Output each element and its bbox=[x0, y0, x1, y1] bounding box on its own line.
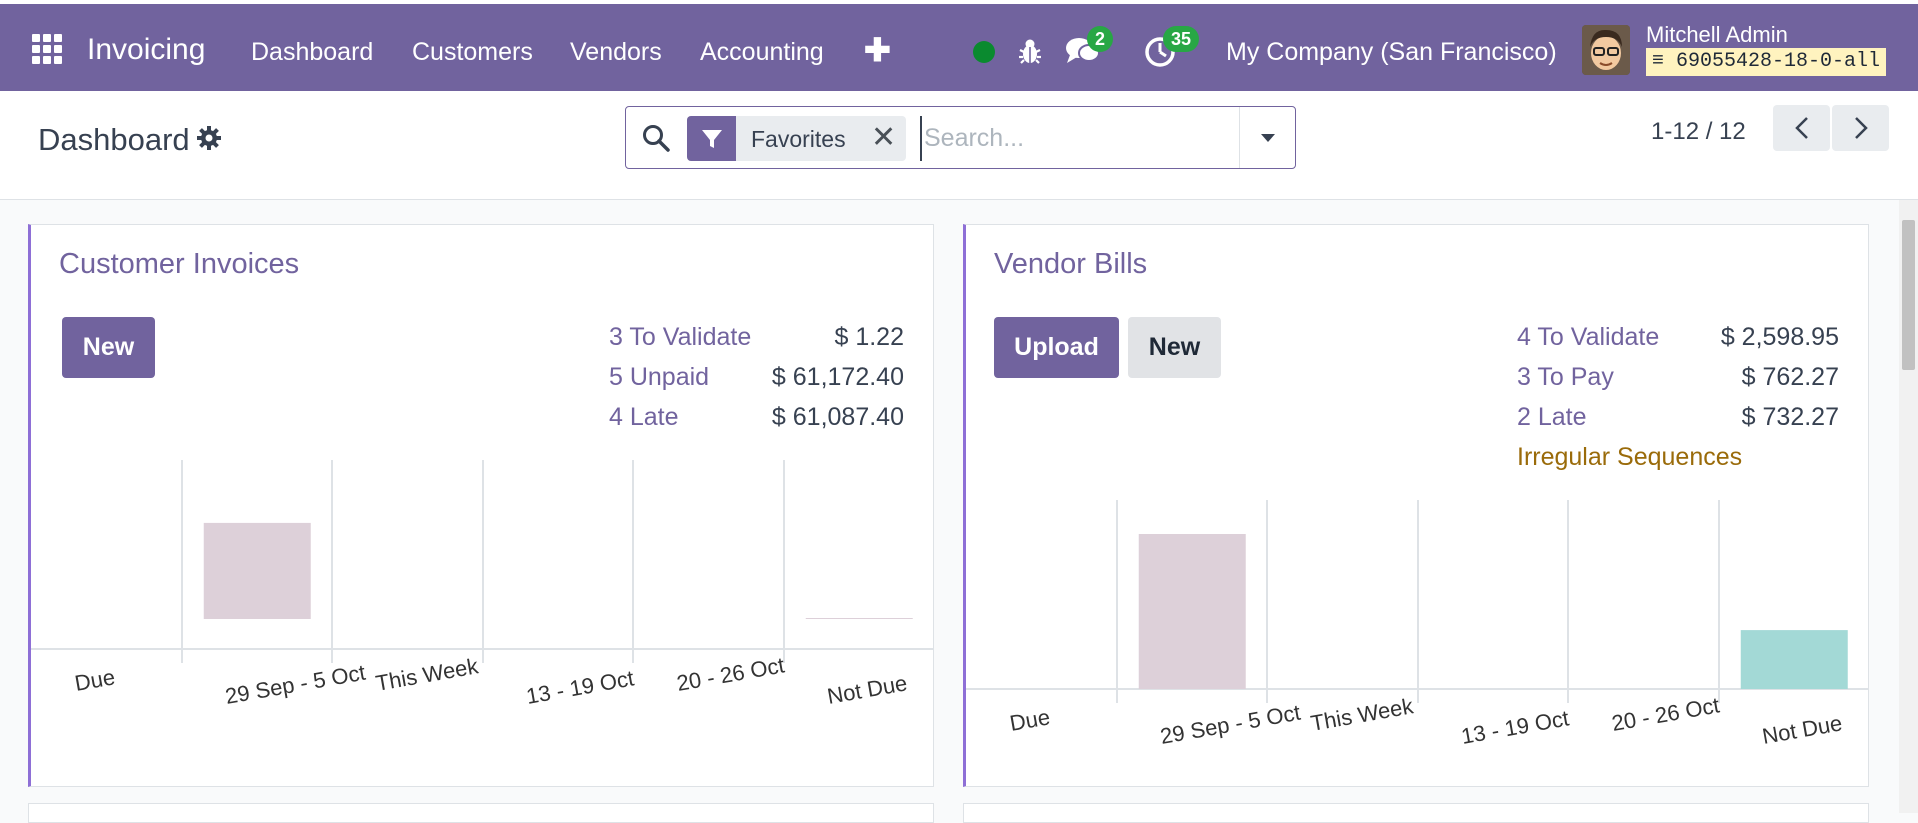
irregular-sequences-link[interactable]: Irregular Sequences bbox=[1517, 443, 1743, 471]
company-switcher[interactable]: My Company (San Francisco) bbox=[1226, 38, 1557, 66]
x-tick-label: This Week bbox=[374, 653, 481, 696]
database-name: 69055428-18-0-all bbox=[1676, 50, 1881, 73]
x-tick-label: Due bbox=[1008, 704, 1052, 736]
new-bill-button[interactable]: New bbox=[1128, 317, 1221, 378]
menu-accounting[interactable]: Accounting bbox=[700, 38, 824, 66]
stat-to-validate[interactable]: 3 To Validate bbox=[609, 323, 752, 351]
stat-late[interactable]: 2 Late bbox=[1517, 403, 1587, 431]
search-input[interactable] bbox=[920, 116, 1220, 161]
menu-dashboard[interactable]: Dashboard bbox=[251, 38, 374, 66]
x-tick-label: 13 - 19 Oct bbox=[524, 665, 636, 709]
stat-unpaid-value[interactable]: $ 61,172.40 bbox=[771, 363, 904, 391]
chart-bar[interactable] bbox=[1138, 534, 1246, 689]
online-status-icon bbox=[973, 41, 995, 63]
debug-bug-icon[interactable] bbox=[1017, 37, 1043, 70]
upload-bill-button[interactable]: Upload bbox=[994, 317, 1119, 378]
x-tick-label: Not Due bbox=[825, 670, 909, 709]
messages-badge: 2 bbox=[1087, 26, 1114, 52]
search-icon[interactable] bbox=[642, 124, 670, 157]
database-tag: ≡ 69055428-18-0-all bbox=[1646, 48, 1887, 76]
user-avatar[interactable] bbox=[1582, 25, 1630, 75]
top-navbar: Invoicing Dashboard Customers Vendors Ac… bbox=[0, 0, 1918, 91]
card-title[interactable]: Customer Invoices bbox=[59, 248, 300, 280]
pager-next-button[interactable] bbox=[1832, 105, 1889, 151]
gear-icon[interactable] bbox=[197, 126, 221, 155]
menu-customers[interactable]: Customers bbox=[412, 38, 533, 66]
stat-to-validate-value[interactable]: $ 2,598.95 bbox=[1720, 323, 1839, 351]
invoices-bar-chart[interactable]: Due 29 Sep - 5 Oct This Week 13 - 19 Oct 20 … bbox=[31, 460, 934, 780]
vendor-bills-card: Vendor Bills Upload New 4 To Validate $ … bbox=[963, 224, 1869, 787]
x-tick-label: Not Due bbox=[1760, 710, 1844, 749]
stat-late-value[interactable]: $ 732.27 bbox=[1741, 403, 1839, 431]
app-grid-icon[interactable] bbox=[32, 34, 62, 64]
menu-vendors[interactable]: Vendors bbox=[570, 38, 662, 66]
stat-to-validate[interactable]: 4 To Validate bbox=[1517, 323, 1660, 351]
new-invoice-button[interactable]: New bbox=[62, 317, 155, 378]
chevron-right-icon bbox=[1854, 117, 1868, 139]
chevron-left-icon bbox=[1794, 117, 1808, 139]
x-tick-label: 13 - 19 Oct bbox=[1459, 705, 1571, 749]
app-brand[interactable]: Invoicing bbox=[87, 33, 206, 66]
pager-value[interactable]: 1-12 / 12 bbox=[1651, 118, 1746, 145]
customer-invoices-card: Customer Invoices New 3 To Validate $ 1.… bbox=[28, 224, 934, 787]
x-tick-label: 20 - 26 Oct bbox=[1610, 692, 1722, 736]
caret-down-icon bbox=[1261, 133, 1275, 142]
stat-late-value[interactable]: $ 61,087.40 bbox=[771, 403, 904, 431]
stat-to-pay-value[interactable]: $ 762.27 bbox=[1741, 363, 1839, 391]
x-tick-label: This Week bbox=[1309, 693, 1416, 736]
card-title[interactable]: Vendor Bills bbox=[994, 248, 1148, 280]
plus-icon[interactable]: ✚ bbox=[864, 32, 891, 68]
next-card bbox=[963, 803, 1869, 823]
page-scrollbar[interactable] bbox=[1899, 200, 1918, 813]
control-panel: Dashboard Favorites ✕ bbox=[0, 91, 1918, 200]
stat-late[interactable]: 4 Late bbox=[609, 403, 679, 431]
filter-icon bbox=[687, 116, 736, 161]
user-name[interactable]: Mitchell Admin bbox=[1646, 22, 1788, 47]
x-tick-label: Due bbox=[73, 664, 117, 696]
activity-clock-icon[interactable] bbox=[1143, 35, 1177, 74]
page-title: Dashboard bbox=[38, 122, 190, 157]
search-options-toggle[interactable] bbox=[1239, 107, 1296, 168]
stat-unpaid[interactable]: 5 Unpaid bbox=[609, 363, 710, 391]
x-tick-label: 29 Sep - 5 Oct bbox=[223, 660, 367, 709]
stat-to-pay[interactable]: 3 To Pay bbox=[1517, 363, 1614, 391]
activities-badge: 35 bbox=[1163, 26, 1200, 52]
search-bar: Favorites ✕ bbox=[625, 106, 1296, 169]
chart-bar[interactable] bbox=[203, 522, 311, 619]
pager-previous-button[interactable] bbox=[1773, 105, 1830, 151]
chart-bar[interactable] bbox=[805, 618, 913, 619]
facet-close-icon[interactable]: ✕ bbox=[871, 121, 897, 154]
stat-to-validate-value[interactable]: $ 1.22 bbox=[834, 323, 904, 351]
favorites-facet: Favorites ✕ bbox=[687, 116, 906, 161]
x-tick-label: 20 - 26 Oct bbox=[675, 652, 787, 696]
database-icon: ≡ bbox=[1652, 50, 1677, 73]
chart-bar[interactable] bbox=[1740, 630, 1848, 689]
next-card bbox=[28, 803, 934, 823]
x-tick-label: 29 Sep - 5 Oct bbox=[1158, 700, 1302, 749]
scrollbar-thumb[interactable] bbox=[1902, 220, 1915, 370]
facet-label: Favorites bbox=[751, 126, 846, 152]
bills-bar-chart[interactable]: Due 29 Sep - 5 Oct This Week 13 - 19 Oct 20 … bbox=[966, 500, 1869, 785]
